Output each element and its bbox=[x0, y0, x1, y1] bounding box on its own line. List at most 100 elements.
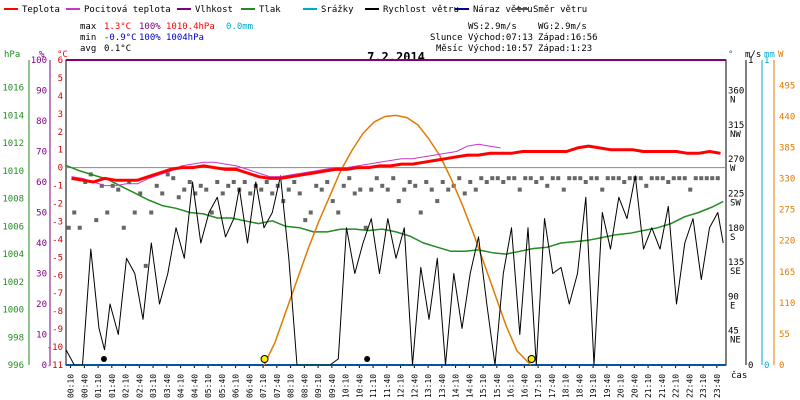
wind-dir-point bbox=[638, 176, 643, 181]
temp-tick-label: 2 bbox=[58, 128, 63, 138]
stats-min-label: min bbox=[80, 33, 96, 43]
wind-dir-point bbox=[171, 176, 176, 181]
unit-deg: ° bbox=[728, 50, 733, 60]
x-tick-label: 04:10 bbox=[177, 374, 186, 398]
x-tick-label: 10:40 bbox=[355, 374, 364, 398]
x-tick-label: 03:10 bbox=[149, 374, 158, 398]
x-tick-label: 10:10 bbox=[342, 374, 351, 398]
wind-dir-point bbox=[325, 180, 330, 184]
wind-dir-point bbox=[182, 187, 187, 192]
x-tick-label: 09:10 bbox=[314, 374, 323, 398]
chart-title: 7.2.2014 bbox=[367, 50, 425, 64]
wind-dir-point bbox=[688, 187, 693, 192]
solar-tick-label: 0 bbox=[779, 361, 784, 371]
wind-dir-point bbox=[677, 176, 682, 181]
wind-dir-point bbox=[138, 191, 143, 196]
wind-dir-point bbox=[501, 180, 506, 184]
unit-ms: m/s bbox=[745, 50, 761, 60]
temp-tick-label: 4 bbox=[58, 92, 63, 102]
press-tick-label: 998 bbox=[8, 333, 24, 343]
dir-tick-compass: SW bbox=[730, 198, 741, 208]
pressure-line bbox=[65, 164, 724, 255]
temp-tick-label: -11 bbox=[47, 361, 63, 371]
wind-dir-point bbox=[154, 183, 159, 188]
x-tick-label: 02:40 bbox=[135, 374, 144, 398]
wind-dir-point bbox=[413, 183, 418, 188]
wind-dir-point bbox=[479, 176, 484, 181]
temp-tick-label: -9 bbox=[52, 325, 63, 335]
dir-tick-label: 315 bbox=[728, 121, 744, 131]
wind-dir-point bbox=[440, 180, 445, 184]
astro-ws: WS:2.9m/s bbox=[468, 22, 517, 32]
temp-tick-label: -3 bbox=[52, 217, 63, 227]
wind-dir-point bbox=[545, 183, 550, 188]
wind-dir-point bbox=[561, 187, 566, 192]
hum-tick-label: 100 bbox=[31, 56, 47, 66]
wind-dir-point bbox=[550, 176, 555, 181]
astro-sun-set: Západ:16:56 bbox=[538, 33, 598, 43]
dir-tick-compass: NE bbox=[730, 336, 741, 346]
wind-dir-point bbox=[363, 225, 368, 230]
press-tick-label: 1000 bbox=[2, 306, 24, 316]
solar-line bbox=[263, 114, 532, 366]
temp-tick-label: 6 bbox=[58, 56, 63, 66]
x-tick-label: 00:10 bbox=[67, 374, 76, 398]
wind-dir-point bbox=[611, 176, 616, 181]
legend-label-0: Teplota bbox=[22, 5, 60, 15]
wind-dir-point bbox=[72, 210, 77, 215]
temp-tick-label: -5 bbox=[52, 253, 63, 263]
stats-min-temp: -0.9°C bbox=[104, 33, 137, 43]
x-tick-label: 19:10 bbox=[589, 374, 598, 398]
x-tick-label: 11:10 bbox=[369, 374, 378, 398]
x-tick-label: 05:40 bbox=[218, 374, 227, 398]
hum-tick-label: 10 bbox=[36, 331, 47, 341]
astro-sun-label: Slunce bbox=[430, 33, 463, 43]
wind-tick-label: 1 bbox=[748, 56, 753, 66]
wind-dir-point bbox=[556, 176, 561, 181]
wind-dir-point bbox=[715, 176, 720, 181]
wind-dir-point bbox=[220, 191, 225, 196]
press-tick-label: 1014 bbox=[2, 111, 24, 121]
wind-dir-point bbox=[490, 176, 495, 181]
wind-dir-point bbox=[583, 180, 588, 184]
legend-label-2: Vlhkost bbox=[195, 5, 233, 15]
x-tick-label: 23:40 bbox=[713, 374, 722, 398]
astro-moon-set: Západ:1:23 bbox=[538, 44, 592, 54]
x-tick-label: 11:40 bbox=[383, 374, 392, 398]
wind-dir-point bbox=[297, 191, 302, 196]
wind-dir-point bbox=[468, 180, 473, 184]
wind-dir-point bbox=[523, 176, 528, 181]
x-tick-label: 15:10 bbox=[479, 374, 488, 398]
wind-dir-point bbox=[682, 176, 687, 181]
astro-wg: WG:2.9m/s bbox=[538, 22, 587, 32]
temp-tick-label: 1 bbox=[58, 146, 63, 156]
x-tick-label: 17:10 bbox=[534, 374, 543, 398]
astro-sun-rise: Východ:07:13 bbox=[468, 33, 533, 43]
wind-dir-point bbox=[418, 210, 423, 215]
x-tick-label: 17:40 bbox=[548, 374, 557, 398]
x-tick-label: 14:40 bbox=[465, 374, 474, 398]
temperature-line bbox=[71, 144, 721, 184]
wind-dir-point bbox=[380, 183, 385, 188]
dir-tick-label: 135 bbox=[728, 258, 744, 268]
temp-tick-label: -7 bbox=[52, 289, 63, 299]
press-tick-label: 1004 bbox=[2, 250, 24, 260]
wind-dir-point bbox=[242, 180, 247, 184]
press-tick-label: 1012 bbox=[2, 139, 24, 149]
wind-dir-point bbox=[341, 183, 346, 188]
wind-dir-point bbox=[699, 176, 704, 181]
astro-moon-label: Měsíc bbox=[436, 44, 463, 54]
temp-tick-label: -4 bbox=[52, 235, 63, 245]
wind-line bbox=[65, 175, 724, 366]
stats-max-label: max bbox=[80, 22, 97, 32]
solar-tick-label: 385 bbox=[779, 144, 795, 154]
wind-dir-point bbox=[99, 183, 104, 188]
wind-dir-point bbox=[517, 187, 522, 192]
wind-dir-point bbox=[594, 176, 599, 181]
temp-tick-label: -1 bbox=[52, 182, 63, 192]
wind-dir-point bbox=[127, 180, 132, 184]
wind-dir-point bbox=[330, 199, 335, 204]
wind-dir-point bbox=[649, 176, 654, 181]
wind-dir-point bbox=[710, 176, 715, 181]
